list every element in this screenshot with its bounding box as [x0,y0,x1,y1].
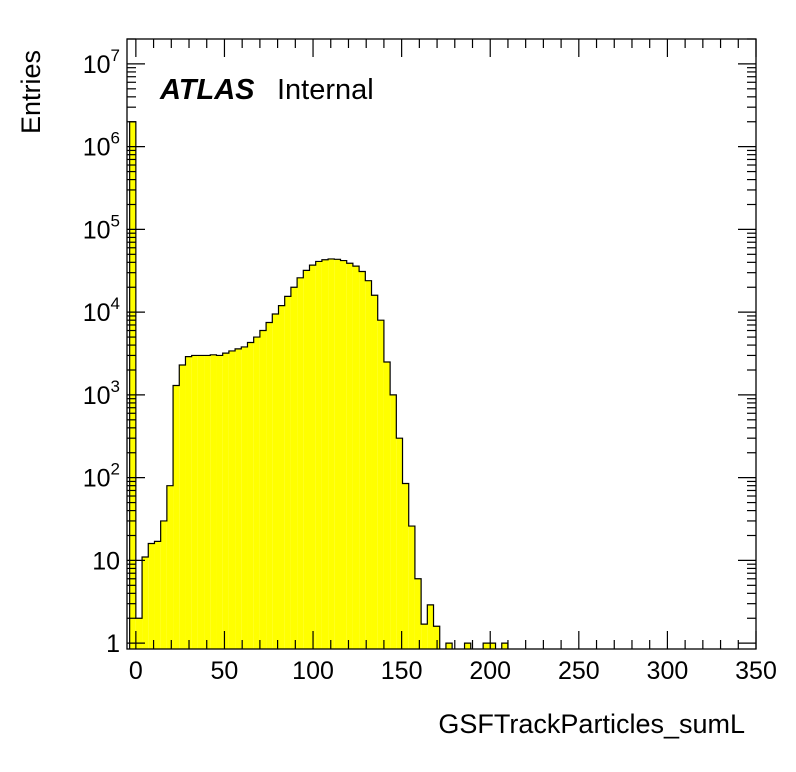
x-tick-label: 150 [381,657,423,685]
status-label: Internal [277,74,374,106]
histogram-bin [303,270,310,649]
histogram-bin [272,314,279,649]
y-tick-label: 10 [92,547,120,575]
histogram-bin [129,121,136,650]
histogram-bin [247,342,254,649]
histogram-bin [160,520,167,649]
histogram-bin [328,258,335,649]
histogram-bin [290,287,298,649]
x-tick-label: 50 [211,657,239,685]
histogram-bin [148,543,155,649]
histogram-bin [421,624,428,649]
y-tick-label: 104 [83,294,120,327]
histogram-bin [135,618,143,649]
histogram-bin [346,263,353,649]
histogram-bin [402,483,409,649]
histogram-bin [222,353,229,649]
y-tick-labels: 1 10 102 103 104 105 106 107 [83,46,120,658]
histogram-bin [154,541,161,649]
histogram-bin [241,346,248,649]
histogram-bin [266,322,273,649]
x-tick-label: 0 [129,657,143,685]
atlas-label: ATLAS [159,74,255,106]
y-tick-label: 106 [83,129,120,162]
histogram-outline [129,121,509,649]
histogram-bin [142,556,149,649]
histogram-bin [197,355,205,649]
histogram-bin [501,643,508,649]
y-tick-label: 105 [83,211,120,244]
histogram-bin [390,394,397,649]
x-axis-title: GSFTrackParticles_sumL [438,709,745,739]
histogram-bin [334,259,341,649]
histogram-bin [179,364,186,649]
histogram-bin [365,280,372,649]
y-tick-label: 107 [83,46,120,79]
histogram-bin [408,526,415,649]
plot-frame [126,38,757,650]
histogram-bin [445,643,453,649]
histogram-bin [173,385,180,649]
histogram-bin [315,261,322,649]
histogram-bin [309,265,316,649]
histogram-bin [433,626,440,649]
histogram-bin [235,348,242,649]
histogram-bin [352,266,360,649]
y-tick-label: 102 [83,460,120,493]
histogram-bin [284,296,291,649]
histogram-bin [427,604,434,649]
x-tick-label: 300 [647,657,689,685]
histogram-bin [377,320,384,649]
x-tick-label: 200 [469,657,511,685]
histogram-bin [340,260,347,649]
histogram-bin [371,295,378,649]
histogram-bins [129,121,508,650]
experiment-label: ATLAS Internal [159,74,374,106]
histogram-bin [278,305,285,649]
histogram-bin [259,330,267,649]
histogram-bin [359,271,366,649]
histogram-bin [204,355,211,649]
histogram-bin [216,355,223,649]
x-tick-label: 100 [292,657,334,685]
histogram-bin [414,578,422,649]
y-tick-label: 103 [83,377,120,410]
y-tick-label: 1 [106,630,120,658]
histogram-bin [166,485,174,649]
histogram-bin [321,259,329,649]
histogram-bin [483,643,490,649]
histogram-bin [191,355,198,649]
histogram-bin [210,354,217,649]
x-tick-labels: 0 50 100 150 200 250 300 350 [129,657,777,685]
histogram-bin [464,643,471,649]
x-tick-label: 350 [735,657,777,685]
histogram-bin [228,350,236,649]
histogram-bin [297,277,304,649]
x-tick-label: 250 [558,657,600,685]
histogram-bin [253,337,260,649]
histogram-bin [489,643,496,649]
y-axis-title: Entries [16,50,46,134]
histogram-bin [396,438,403,649]
axis-ticks [127,38,757,649]
histogram-bin [185,356,192,649]
histogram-bin [383,361,391,649]
